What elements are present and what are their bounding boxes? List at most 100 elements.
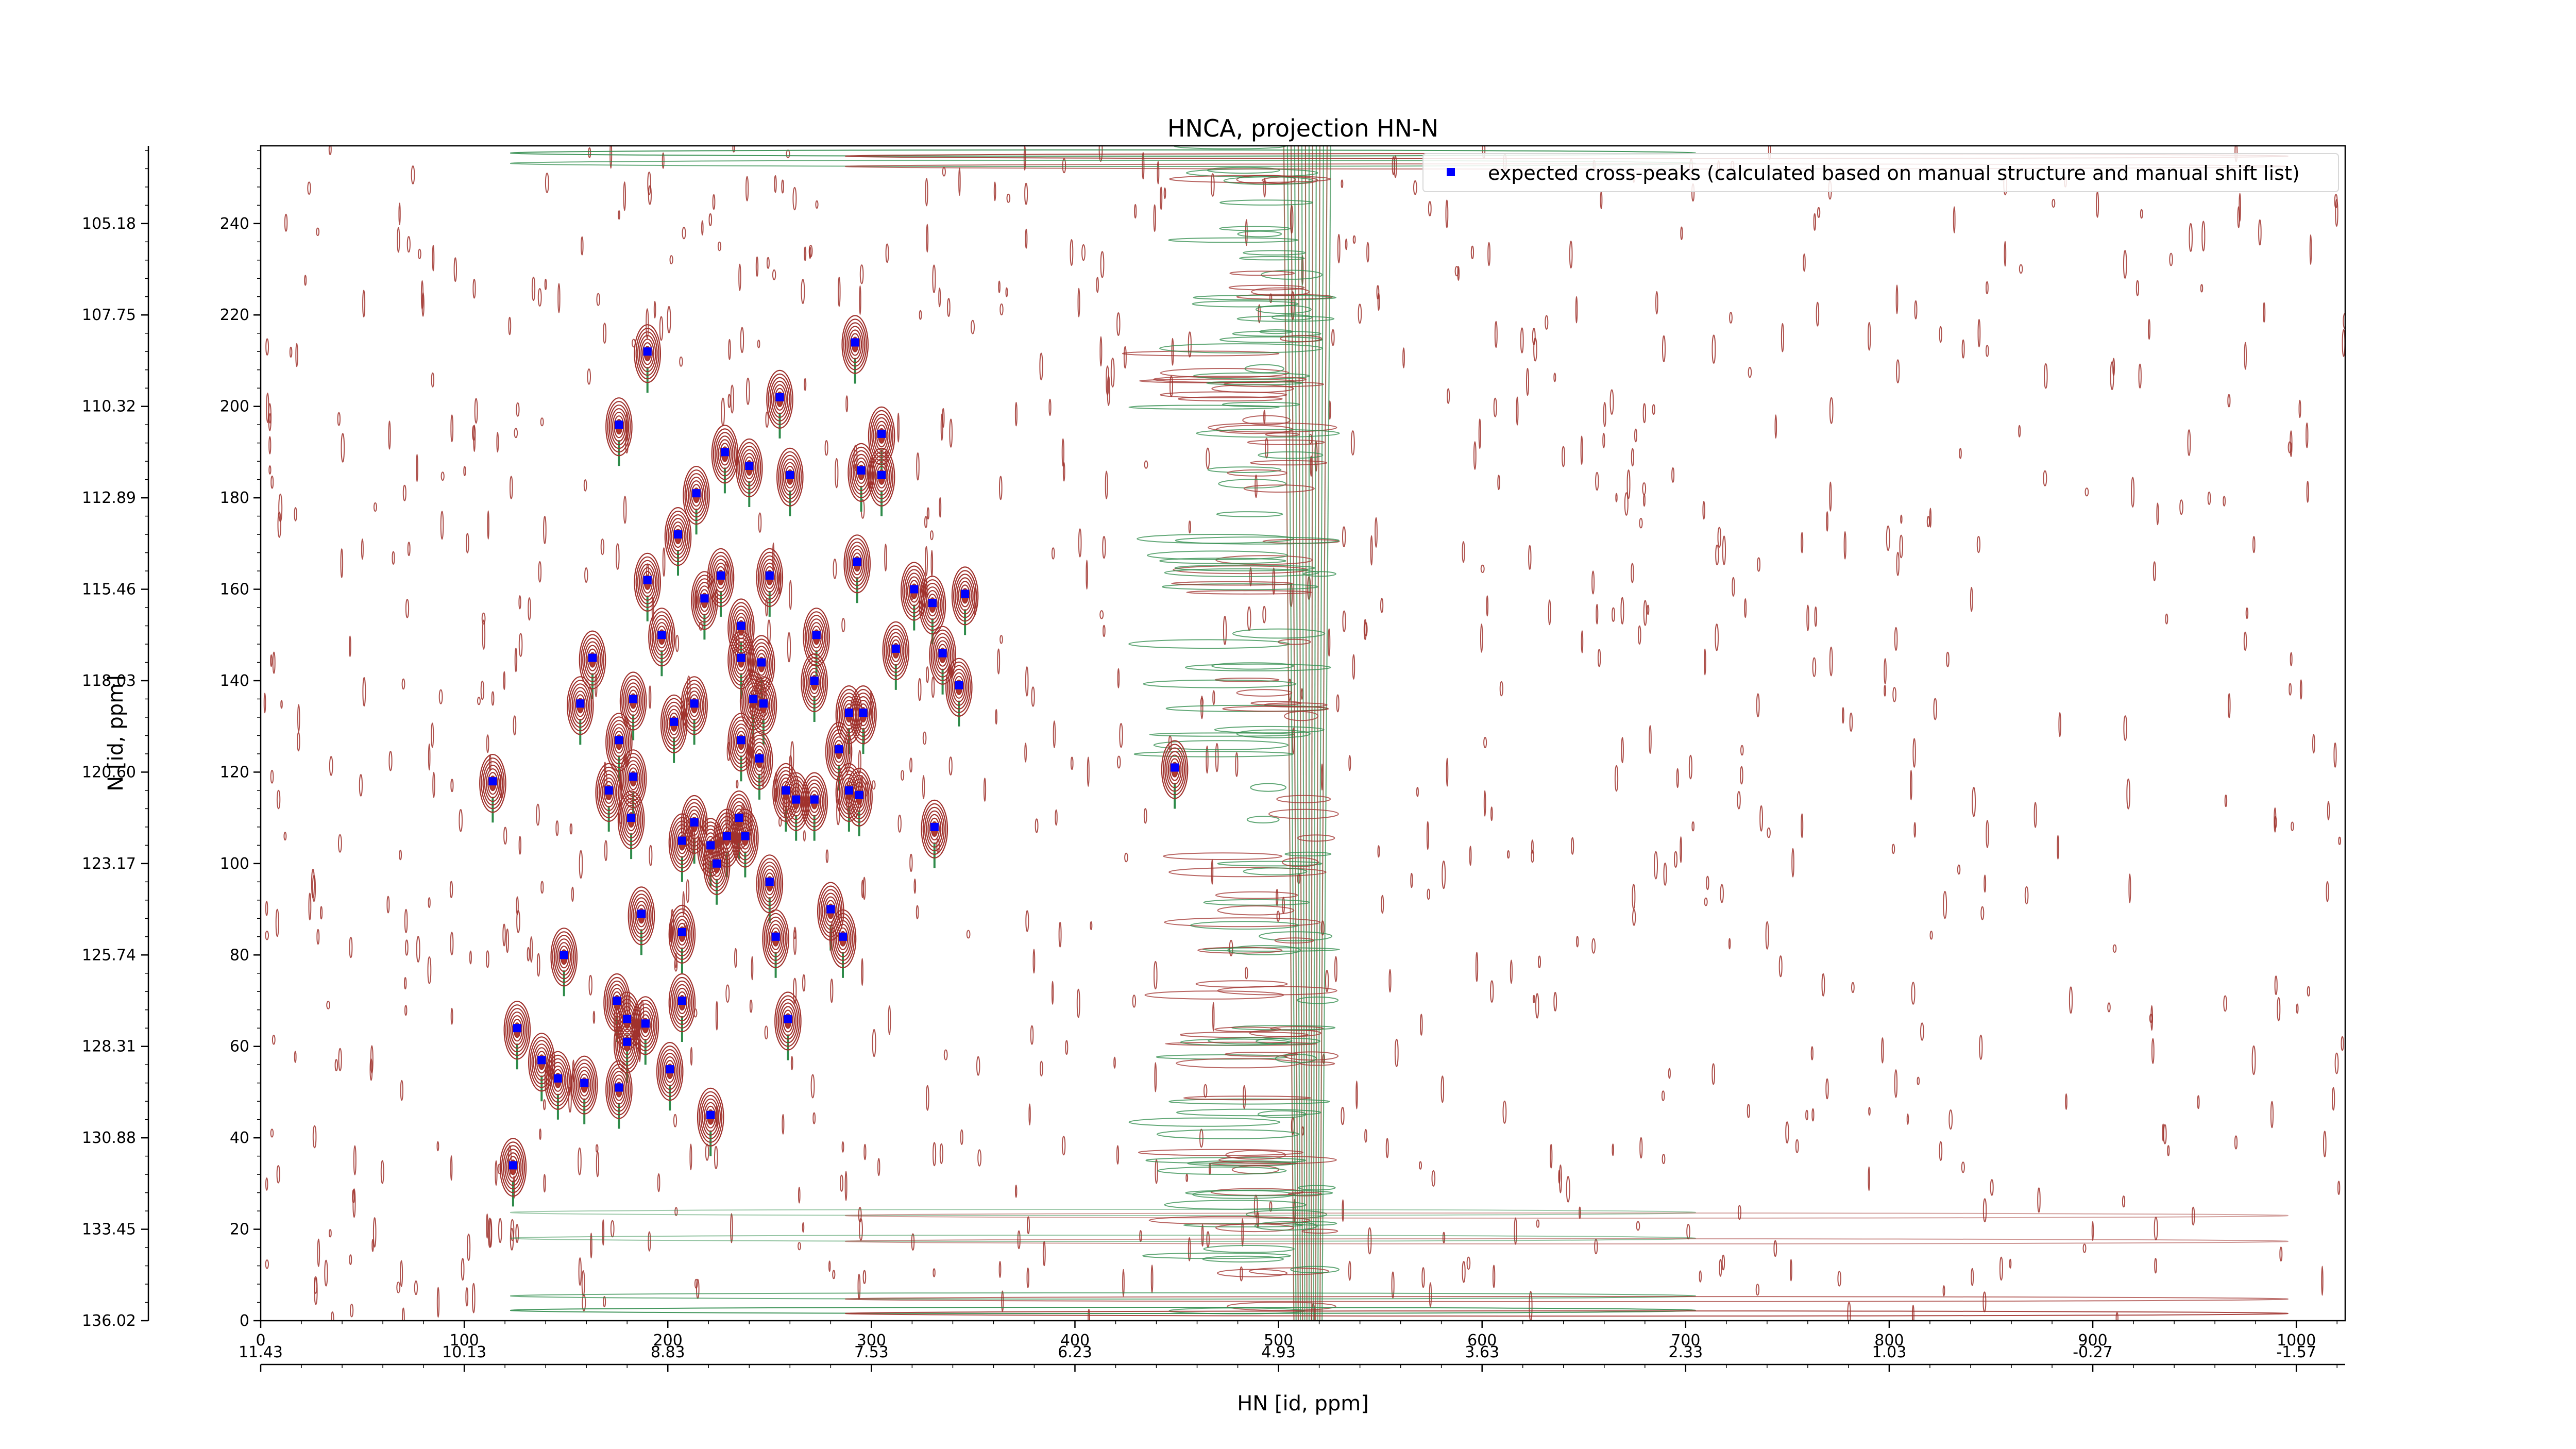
cross-peak-marker <box>855 790 863 799</box>
y-ppm-tick-label: 118.03 <box>82 672 136 690</box>
cross-peak-marker <box>537 1056 546 1065</box>
cross-peak-marker <box>623 1015 632 1023</box>
cross-peak-marker <box>737 653 745 662</box>
cross-peak-marker <box>877 429 886 438</box>
solvent-band-layer <box>510 146 2289 1321</box>
cross-peak-marker <box>755 754 764 763</box>
cross-peak-marker <box>810 677 819 685</box>
cross-peak-marker <box>717 571 725 580</box>
cross-peak-marker <box>737 621 745 630</box>
contour-noise-layer <box>263 146 2345 1321</box>
x-ppm-tick-label: 11.43 <box>239 1343 283 1361</box>
y-ppm-tick-label: 125.74 <box>82 946 136 964</box>
y-ppm-tick-label: 123.17 <box>82 855 136 873</box>
cross-peak-marker <box>604 786 613 795</box>
cross-peak-marker <box>670 717 679 726</box>
y-ppm-tick-label: 105.18 <box>82 215 136 233</box>
y-ppm-tick-label: 136.02 <box>82 1312 136 1330</box>
x-index-tick-label: 100 <box>449 1332 479 1350</box>
cross-peak-marker <box>782 786 790 795</box>
cross-peak-marker <box>580 1079 589 1087</box>
cross-peak-marker <box>792 795 801 804</box>
y-ppm-tick-label: 115.46 <box>82 581 136 599</box>
x-ppm-tick-label: 2.33 <box>1668 1343 1703 1361</box>
x-index-tick-label: 500 <box>1264 1332 1293 1350</box>
cross-peak-marker <box>877 470 886 479</box>
cross-peak-marker <box>677 928 686 936</box>
x-ppm-tick-label: 3.63 <box>1465 1343 1499 1361</box>
cross-peak-marker <box>560 951 568 959</box>
y-index-tick-label: 240 <box>220 215 249 233</box>
cross-peak-marker <box>588 653 597 662</box>
cross-peak-marker <box>657 631 666 639</box>
cross-peak-marker <box>810 795 819 804</box>
cross-peak-marker <box>629 695 638 703</box>
cross-peak-marker <box>615 1083 623 1092</box>
y-ppm-tick-label: 133.45 <box>82 1221 136 1239</box>
chart-title: HNCA, projection HN-N <box>1167 114 1438 142</box>
legend-label: expected cross-peaks (calculated based o… <box>1488 162 2300 184</box>
cross-peak-marker <box>928 599 937 608</box>
x-ppm-tick-label: -0.27 <box>2073 1343 2113 1361</box>
y-index-tick-label: 180 <box>220 489 249 507</box>
cross-peak-marker <box>955 681 963 689</box>
y-index-tick-label: 0 <box>240 1312 249 1330</box>
cross-peak-marker <box>627 814 636 822</box>
cross-peak-marker <box>786 470 794 479</box>
cross-peak-marker <box>722 832 731 840</box>
cross-peak-marker <box>835 745 843 754</box>
cross-peak-marker <box>735 814 743 822</box>
cross-peak-marker <box>513 1024 521 1033</box>
y-index-tick-label: 80 <box>230 946 249 964</box>
cross-peak-marker <box>643 576 652 584</box>
x-ppm-tick-label: -1.57 <box>2276 1343 2316 1361</box>
y-index-tick-label: 220 <box>220 306 249 324</box>
cross-peak-marker <box>851 338 859 347</box>
cross-peak-marker <box>615 736 623 745</box>
cross-peak-marker <box>938 649 947 658</box>
legend-marker-icon <box>1447 168 1455 176</box>
cross-peak-marker <box>765 878 774 886</box>
x-ppm-tick-label: 8.83 <box>651 1343 685 1361</box>
cross-peak-marker <box>674 530 682 539</box>
x-ppm-tick-label: 6.23 <box>1058 1343 1092 1361</box>
y-axis-index: 0 20 40 60 80 100 120 140 160 180 200 220 240 <box>220 150 261 1330</box>
x-index-tick-label: 300 <box>857 1332 886 1350</box>
cross-peak-marker <box>1171 763 1179 772</box>
cross-peak-marker <box>488 777 497 786</box>
y-index-tick-label: 120 <box>220 763 249 781</box>
legend-box <box>1422 153 2339 192</box>
cross-peak-marker <box>706 1110 715 1119</box>
legend: expected cross-peaks (calculated based o… <box>1422 153 2339 192</box>
cross-peak-marker <box>700 594 709 603</box>
x-ppm-tick-label: 1.03 <box>1872 1343 1907 1361</box>
cross-peak-marker <box>641 1019 650 1028</box>
cross-peak-marker <box>826 905 835 914</box>
y-ppm-tick-label: 112.89 <box>82 489 136 507</box>
x-ppm-tick-label: 7.53 <box>854 1343 889 1361</box>
cross-peak-marker <box>692 489 701 498</box>
x-index-tick-label: 900 <box>2078 1332 2107 1350</box>
cross-peak-marker <box>706 841 715 850</box>
y-ppm-tick-label: 130.88 <box>82 1129 136 1147</box>
cross-peak-marker <box>509 1161 517 1170</box>
y-ppm-tick-label: 120.60 <box>82 763 136 781</box>
cross-peak-marker <box>720 448 729 457</box>
y-index-tick-label: 20 <box>230 1221 249 1239</box>
cross-peak-marker <box>623 1037 632 1046</box>
cross-peak-marker <box>643 347 652 356</box>
cross-peak-marker <box>749 695 758 703</box>
plot-frame <box>260 145 2346 1322</box>
cross-peak-marker <box>910 585 919 594</box>
y-index-tick-label: 100 <box>220 855 249 873</box>
y-ppm-tick-label: 128.31 <box>82 1038 136 1056</box>
x-index-tick-label: 400 <box>1060 1332 1090 1350</box>
cross-peak-marker <box>765 571 774 580</box>
x-ppm-tick-label: 4.93 <box>1261 1343 1296 1361</box>
x-ppm-tick-label: 10.13 <box>442 1343 486 1361</box>
cross-peak-marker <box>690 699 699 708</box>
cross-peak-marker <box>844 709 853 717</box>
cross-peak-marker <box>666 1065 674 1074</box>
y-ppm-tick-label: 107.75 <box>82 306 136 324</box>
cross-peak-marker <box>857 466 866 475</box>
